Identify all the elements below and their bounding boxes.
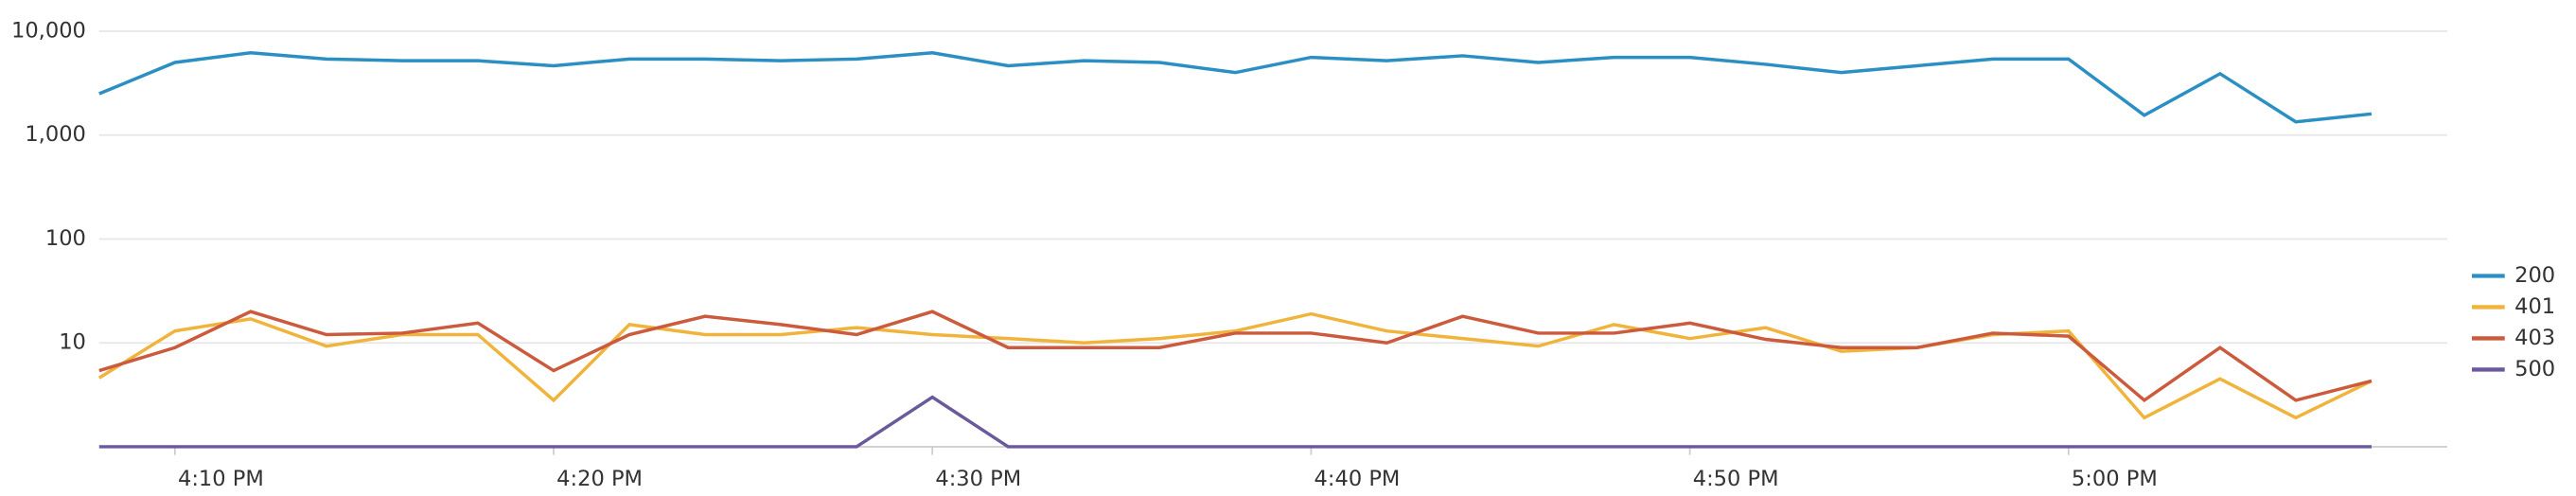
y-tick-label: 100 xyxy=(45,226,86,251)
y-tick-label: 10 xyxy=(59,330,86,355)
legend-label: 401 xyxy=(2514,294,2555,319)
x-tick-label: 4:10 PM xyxy=(178,467,264,491)
series-line xyxy=(98,310,2373,403)
x-tick-label: 4:30 PM xyxy=(935,467,1021,491)
y-tick-label: 10,000 xyxy=(11,18,86,43)
legend-label: 500 xyxy=(2514,357,2555,381)
x-tick-label: 4:40 PM xyxy=(1314,467,1401,491)
x-tick-label: 5:00 PM xyxy=(2072,467,2158,491)
series-line xyxy=(98,395,2372,449)
legend-label: 200 xyxy=(2514,263,2555,288)
y-tick-label: 1,000 xyxy=(25,122,86,147)
x-tick-label: 4:50 PM xyxy=(1693,467,1779,491)
x-tick-label: 4:20 PM xyxy=(556,467,643,491)
series-line xyxy=(98,51,2373,124)
legend-label: 403 xyxy=(2514,326,2555,350)
